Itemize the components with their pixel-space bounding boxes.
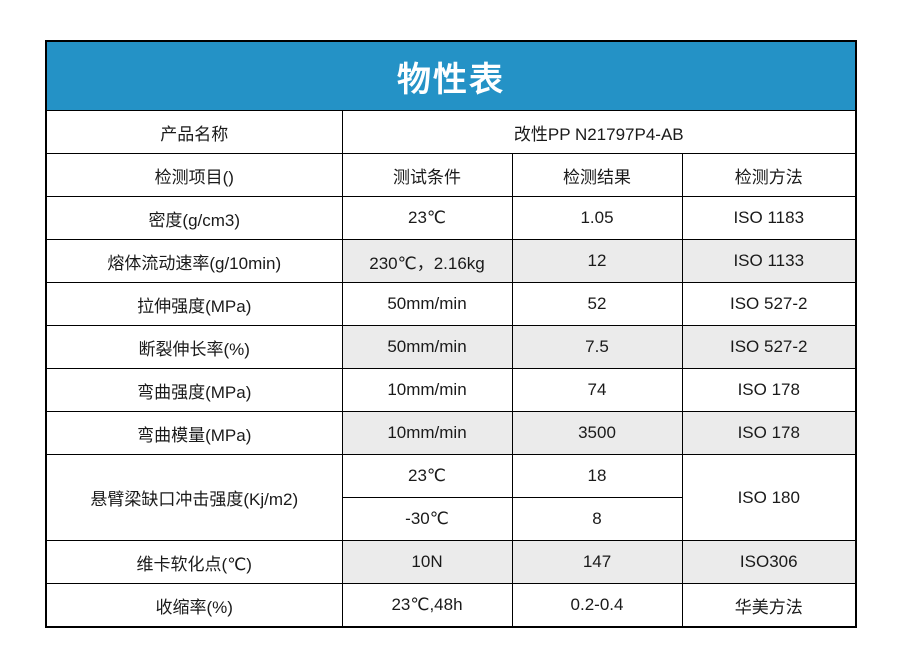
cell-result: 52 <box>511 282 683 326</box>
table-row-tensile: 拉伸强度(MPa) 50mm/min 52 ISO 527-2 <box>45 282 857 326</box>
table-row-flexural-strength: 弯曲强度(MPa) 10mm/min 74 ISO 178 <box>45 368 857 412</box>
cell-method: ISO 1133 <box>681 239 857 283</box>
cell-result: 1.05 <box>511 196 683 240</box>
table-title: 物性表 <box>45 40 857 111</box>
table-row-flexural-modulus: 弯曲模量(MPa) 10mm/min 3500 ISO 178 <box>45 411 857 455</box>
cell-result: 3500 <box>511 411 683 455</box>
cell-item: 弯曲模量(MPa) <box>45 411 343 455</box>
cell-condition: 10mm/min <box>341 368 513 412</box>
column-header-result: 检测结果 <box>511 153 683 197</box>
table-row-elongation: 断裂伸长率(%) 50mm/min 7.5 ISO 527-2 <box>45 325 857 369</box>
cell-result: 74 <box>511 368 683 412</box>
table-row-izod-2: -30℃ 8 <box>46 497 856 541</box>
cell-method: ISO 1183 <box>681 196 857 240</box>
cell-condition: -30℃ <box>341 497 513 541</box>
product-row: 产品名称 改性PP N21797P4-AB <box>45 110 857 154</box>
table-row-izod-1: 悬臂梁缺口冲击强度(Kj/m2) 23℃ 18 ISO 180 <box>45 454 857 541</box>
property-table: 物性表 产品名称 改性PP N21797P4-AB 检测项目() 测试条件 检测… <box>45 40 857 628</box>
product-name-label: 产品名称 <box>45 110 343 154</box>
column-header-item: 检测项目() <box>45 153 343 197</box>
cell-result: 8 <box>511 497 683 541</box>
cell-item: 拉伸强度(MPa) <box>45 282 343 326</box>
cell-condition: 23℃,48h <box>341 583 513 628</box>
cell-condition: 23℃ <box>341 454 513 498</box>
cell-method: ISO 527-2 <box>681 325 857 369</box>
cell-item: 熔体流动速率(g/10min) <box>45 239 343 283</box>
table-row-vicat: 维卡软化点(℃) 10N 147 ISO306 <box>45 540 857 584</box>
cell-item: 密度(g/cm3) <box>45 196 343 240</box>
cell-method: 华美方法 <box>681 583 857 628</box>
table-row-density: 密度(g/cm3) 23℃ 1.05 ISO 1183 <box>45 196 857 240</box>
cell-item: 收缩率(%) <box>45 583 343 628</box>
cell-result: 7.5 <box>511 325 683 369</box>
cell-method: ISO 527-2 <box>681 282 857 326</box>
cell-item: 断裂伸长率(%) <box>45 325 343 369</box>
cell-result: 12 <box>511 239 683 283</box>
cell-result: 0.2-0.4 <box>511 583 683 628</box>
cell-condition: 50mm/min <box>341 282 513 326</box>
cell-condition: 23℃ <box>341 196 513 240</box>
cell-method: ISO 178 <box>681 368 857 412</box>
cell-item: 弯曲强度(MPa) <box>45 368 343 412</box>
column-header-method: 检测方法 <box>681 153 857 197</box>
cell-condition: 230℃，2.16kg <box>341 239 513 283</box>
table-title-row: 物性表 <box>45 40 857 111</box>
cell-method: ISO 178 <box>681 411 857 455</box>
cell-method: ISO 180 <box>681 454 857 541</box>
cell-item: 维卡软化点(℃) <box>45 540 343 584</box>
table-row-melt-flow: 熔体流动速率(g/10min) 230℃，2.16kg 12 ISO 1133 <box>45 239 857 283</box>
cell-condition: 50mm/min <box>341 325 513 369</box>
cell-item: 悬臂梁缺口冲击强度(Kj/m2) <box>45 454 343 541</box>
cell-condition: 10mm/min <box>341 411 513 455</box>
cell-result: 18 <box>511 454 683 498</box>
cell-method: ISO306 <box>681 540 857 584</box>
cell-condition: 10N <box>341 540 513 584</box>
product-name-value: 改性PP N21797P4-AB <box>341 110 857 154</box>
column-header-condition: 测试条件 <box>341 153 513 197</box>
column-header-row: 检测项目() 测试条件 检测结果 检测方法 <box>45 153 857 197</box>
table-row-shrinkage: 收缩率(%) 23℃,48h 0.2-0.4 华美方法 <box>45 583 857 628</box>
cell-result: 147 <box>511 540 683 584</box>
